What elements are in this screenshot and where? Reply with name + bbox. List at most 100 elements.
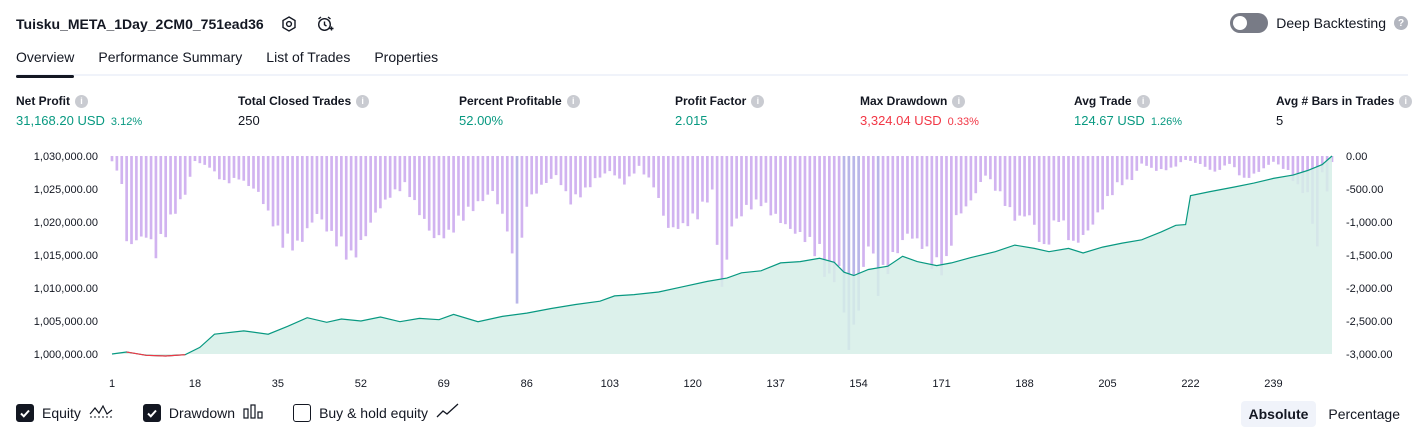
drawdown-bar	[754, 156, 758, 200]
equity-line	[111, 155, 1333, 357]
x-axis-tick: 205	[1098, 378, 1116, 390]
drawdown-bar	[535, 156, 538, 194]
drawdown-bar	[388, 156, 392, 198]
drawdown-bar	[740, 156, 743, 217]
drawdown-bar	[857, 156, 860, 311]
drawdown-bar	[593, 156, 597, 179]
drawdown-bar	[286, 156, 290, 234]
chart-legend: Equity Drawdown Buy & hold equity	[16, 403, 460, 422]
drawdown-bar	[135, 156, 138, 241]
report-tabs: Overview Performance Summary List of Tra…	[16, 46, 1408, 78]
drawdown-bar	[149, 156, 153, 240]
x-axis-tick: 222	[1181, 378, 1199, 390]
drawdown-bar	[1203, 156, 1207, 167]
info-icon[interactable]: i	[952, 94, 966, 108]
equity-icon	[89, 403, 113, 422]
drawdown-bar	[305, 156, 309, 229]
drawdown-bar	[1140, 156, 1144, 164]
tab-list-of-trades[interactable]: List of Trades	[266, 49, 351, 65]
tab-properties[interactable]: Properties	[374, 49, 439, 65]
drawdown-bar	[945, 156, 948, 257]
drawdown-bar	[584, 156, 587, 188]
absolute-button[interactable]: Absolute	[1240, 401, 1317, 427]
drawdown-bar	[354, 156, 358, 258]
legend-label: Drawdown	[168, 404, 236, 421]
drawdown-bar	[901, 156, 904, 241]
drawdown-bar	[154, 156, 158, 259]
toggle-knob	[1233, 16, 1248, 30]
drawdown-bar	[920, 156, 924, 249]
tab-overview[interactable]: Overview	[16, 46, 75, 78]
legend-equity[interactable]: Equity	[16, 403, 113, 422]
drawdown-bar	[710, 156, 714, 190]
info-icon[interactable]: i	[751, 94, 765, 108]
drawdown-bar	[1247, 156, 1251, 178]
deep-backtesting-toggle[interactable]	[1230, 13, 1269, 33]
drawdown-icon	[243, 403, 263, 422]
equity-drawdown-chart[interactable]: 1,030,000.00 1,025,000.00 1,020,000.00 1,01…	[0, 142, 1424, 394]
drawdown-bar	[281, 156, 285, 248]
drawdown-bar	[784, 156, 787, 225]
drawdown-bar	[139, 156, 143, 237]
scale-switch: Absolute Percentage	[1240, 401, 1409, 427]
settings-icon[interactable]	[278, 13, 300, 35]
help-icon[interactable]: ?	[1394, 16, 1408, 30]
drawdown-bar	[310, 156, 314, 223]
info-icon[interactable]: i	[1136, 94, 1150, 108]
drawdown-bar	[998, 156, 1002, 192]
metric-value: 124.67 USD	[1074, 113, 1145, 128]
drawdown-bar	[666, 156, 670, 228]
metric-avg-trade: Avg Trade i 124.67 USD 1.26%	[1074, 93, 1182, 128]
drawdown-bar	[242, 156, 246, 181]
legend-drawdown[interactable]: Drawdown	[142, 403, 263, 422]
drawdown-bar	[993, 156, 997, 191]
drawdown-bar	[603, 156, 607, 174]
x-axis-tick: 69	[438, 378, 450, 390]
drawdown-bar	[1179, 156, 1183, 163]
drawdown-bar	[662, 156, 665, 216]
legend-label: Buy & hold equity	[319, 404, 429, 421]
drawdown-bar	[178, 156, 182, 200]
metric-label: Max Drawdown	[860, 94, 948, 108]
equity-checkbox[interactable]	[16, 403, 34, 422]
drawdown-bar	[798, 156, 802, 232]
drawdown-bar	[144, 156, 148, 238]
drawdown-bar	[598, 156, 602, 178]
metric-value: 3,324.04 USD	[860, 113, 942, 128]
metric-label: Avg Trade	[1074, 94, 1132, 108]
drawdown-bar	[1267, 156, 1270, 165]
metric-label: Net Profit	[16, 94, 70, 108]
metric-total-closed-trades: Total Closed Trades i 250	[238, 93, 370, 128]
drawdown-bar	[549, 156, 553, 179]
buy-hold-checkbox[interactable]	[293, 403, 312, 422]
drawdown-bar	[588, 156, 592, 188]
drawdown-bar	[296, 156, 299, 241]
info-icon[interactable]: i	[1399, 94, 1413, 108]
tab-performance-summary[interactable]: Performance Summary	[98, 49, 243, 65]
drawdown-bar	[1252, 156, 1256, 174]
info-icon[interactable]: i	[566, 94, 580, 108]
metric-value: 52.00%	[459, 113, 504, 128]
drawdown-bar	[779, 156, 782, 224]
drawdown-bar	[452, 156, 455, 233]
drawdown-bar	[954, 156, 958, 216]
drawdown-bar	[1150, 156, 1153, 168]
drawdown-bar	[203, 156, 207, 165]
legend-buy-hold[interactable]: Buy & hold equity	[293, 403, 460, 422]
info-icon[interactable]: i	[356, 94, 370, 108]
add-alert-icon[interactable]	[314, 13, 336, 35]
drawdown-bar	[1218, 156, 1222, 170]
drawdown-checkbox[interactable]	[142, 403, 161, 422]
drawdown-bar	[1081, 156, 1085, 235]
percentage-button[interactable]: Percentage	[1328, 406, 1400, 422]
drawdown-bar	[374, 156, 377, 213]
drawdown-bar	[725, 156, 729, 260]
drawdown-bar	[1237, 156, 1241, 176]
metric-value: 250	[238, 113, 260, 128]
drawdown-bar	[335, 156, 338, 247]
drawdown-bar	[837, 156, 841, 267]
drawdown-bar	[413, 156, 416, 201]
info-icon[interactable]: i	[75, 94, 88, 108]
drawdown-bar	[1032, 156, 1036, 225]
drawdown-bar	[1135, 156, 1139, 171]
